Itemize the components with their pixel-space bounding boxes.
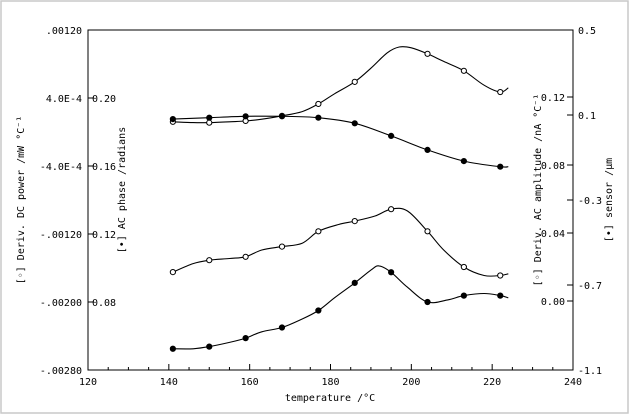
x-axis: 120 140 160 180 200 220 240 <box>79 364 582 388</box>
series-point-3 <box>460 263 467 271</box>
series-point-2 <box>169 116 176 123</box>
series-point-1 <box>315 100 322 108</box>
left-tick-label-dc: -4.0E-4 <box>40 162 82 173</box>
series-point-3 <box>351 218 358 225</box>
series-point-4 <box>460 292 467 299</box>
series-point-4 <box>315 307 322 314</box>
series-point-3 <box>206 257 213 264</box>
x-tick-label: 200 <box>402 377 420 388</box>
left-tick-label-phase: 0.08 <box>92 298 116 309</box>
series-point-3 <box>278 243 286 250</box>
series-point-4 <box>424 298 431 306</box>
right-tick-label-amplitude: 0.12 <box>541 93 565 104</box>
right-axis-label-sensor: [•] sensor /µm <box>604 158 615 242</box>
series-point-2 <box>206 114 213 121</box>
series-point-2 <box>388 132 395 139</box>
series-point-1 <box>424 50 431 57</box>
series-point-2 <box>351 120 358 127</box>
right-tick-label-sensor: 0.5 <box>578 26 596 37</box>
right-tick-label-amplitude: 0.00 <box>541 297 565 308</box>
right-axis-label-ac-amplitude: [◦] Deriv. AC amplitude /nA °C⁻¹ <box>533 94 544 287</box>
series-line-2 <box>172 115 509 168</box>
x-tick-label: 120 <box>79 377 97 388</box>
x-tick-label: 160 <box>241 377 259 388</box>
series-point-3 <box>388 206 395 213</box>
series-point-3 <box>497 272 504 279</box>
left-tick-label-phase: 0.16 <box>92 162 116 173</box>
series-point-3 <box>424 228 431 235</box>
series-point-3 <box>315 228 322 235</box>
series-point-1 <box>206 119 213 126</box>
x-tick-label: 220 <box>483 377 501 388</box>
series-point-4 <box>169 345 176 352</box>
series-point-4 <box>278 324 286 331</box>
right-tick-label-amplitude: 0.08 <box>541 161 565 172</box>
series-point-4 <box>388 269 395 276</box>
right-tick-label-sensor: -0.3 <box>578 196 602 207</box>
series-point-2 <box>460 158 467 165</box>
left-tick-label-phase: 0.12 <box>92 230 116 241</box>
series-line-4 <box>172 265 509 350</box>
left-tick-label-dc: -.00200 <box>40 298 82 309</box>
x-axis-label: temperature /°C <box>285 393 375 404</box>
right-tick-label-amplitude: 0.04 <box>541 229 565 240</box>
series-group <box>169 46 509 352</box>
left-tick-label-dc: -.00120 <box>40 230 82 241</box>
series-point-4 <box>351 279 358 286</box>
left-axis: .00120 4.0E-4 -4.0E-4 -.00120 -.00200 -.00280… <box>40 26 116 377</box>
right-tick-label-sensor: 0.1 <box>578 111 596 122</box>
x-tick-label: 140 <box>160 377 178 388</box>
series-line-3 <box>172 207 509 277</box>
series-point-4 <box>497 292 504 299</box>
series-point-3 <box>242 253 249 260</box>
left-tick-label-phase: 0.20 <box>92 94 116 105</box>
series-point-1 <box>351 78 358 85</box>
left-tick-label-dc: -.00280 <box>40 366 82 377</box>
series-point-4 <box>242 335 249 342</box>
series-point-4 <box>206 343 213 350</box>
series-point-1 <box>497 88 504 96</box>
series-point-3 <box>169 269 176 276</box>
series-point-2 <box>315 114 322 121</box>
series-point-2 <box>424 146 431 153</box>
x-tick-label: 240 <box>564 377 582 388</box>
right-tick-label-sensor: -0.7 <box>578 281 602 292</box>
series-point-2 <box>497 163 504 170</box>
left-tick-label-dc: .00120 <box>46 26 82 37</box>
series-point-2 <box>242 113 249 120</box>
right-axis: 0.5 0.1 -0.3 -0.7 -1.1 0.12 0.08 0.04 0.00 <box>541 26 602 377</box>
left-axis-label-dc-power: [◦] Deriv. DC power /mW °C⁻¹ <box>16 116 27 285</box>
left-axis-label-ac-phase: [•] AC phase /radians <box>117 127 128 253</box>
x-tick-label: 180 <box>321 377 339 388</box>
right-tick-label-sensor: -1.1 <box>578 366 602 377</box>
series-point-1 <box>460 67 467 74</box>
plot-area <box>87 29 574 371</box>
series-point-2 <box>278 113 286 120</box>
series-line-1 <box>172 46 509 124</box>
left-tick-label-dc: 4.0E-4 <box>46 94 82 105</box>
